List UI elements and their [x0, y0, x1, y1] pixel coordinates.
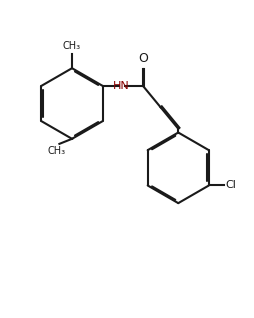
Text: CH₃: CH₃ [48, 146, 66, 156]
Text: CH₃: CH₃ [63, 41, 81, 51]
Text: Cl: Cl [224, 181, 235, 190]
Text: O: O [137, 52, 147, 65]
Text: HN: HN [113, 81, 129, 91]
